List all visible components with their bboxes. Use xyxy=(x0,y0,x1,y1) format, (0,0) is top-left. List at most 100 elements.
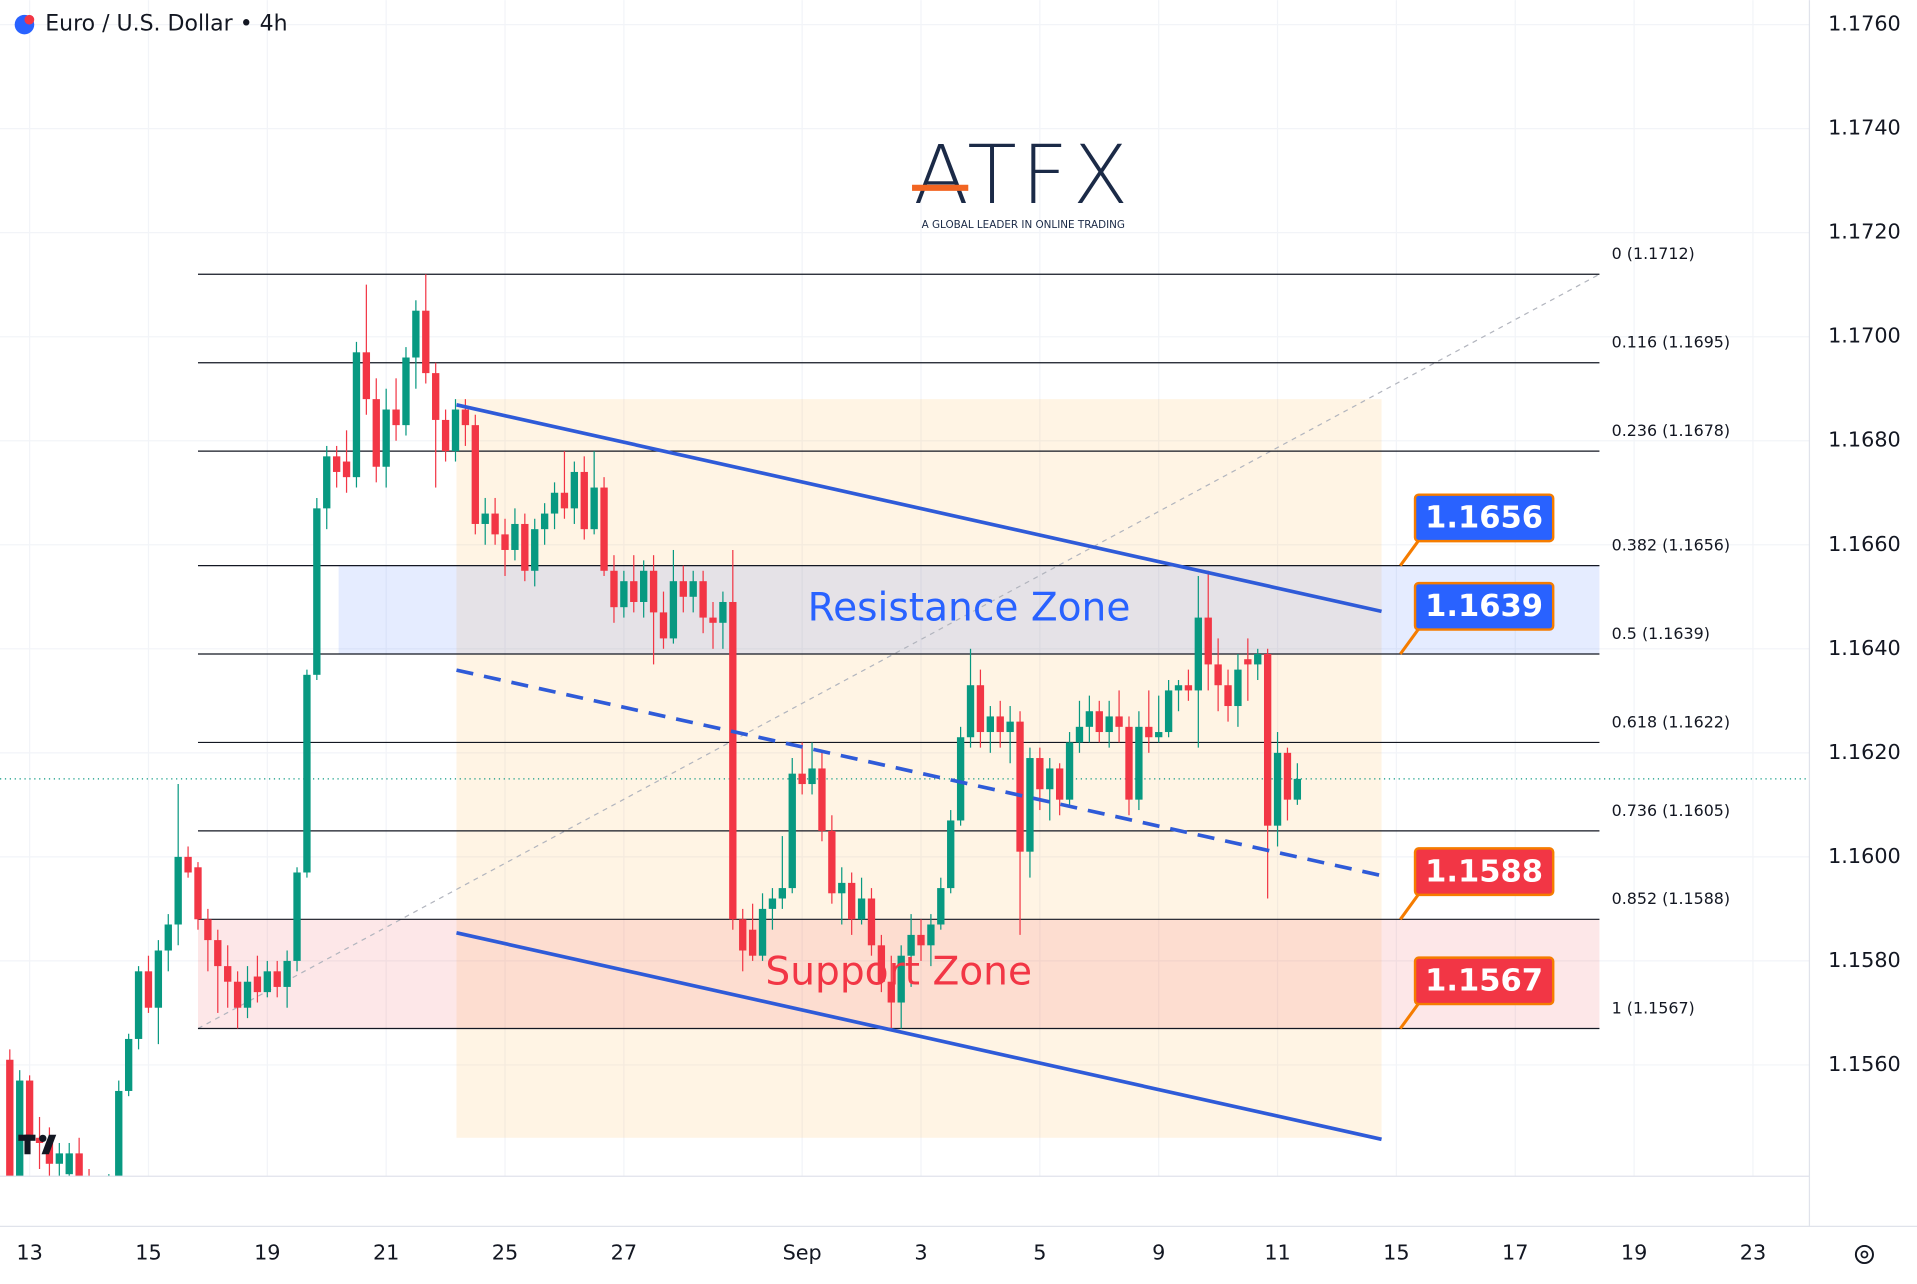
y-tick-label: 1.1640 xyxy=(1828,636,1901,660)
candle-body xyxy=(630,581,638,602)
candle-body xyxy=(471,425,479,524)
candle-body xyxy=(1006,721,1014,733)
settings-gear-center[interactable] xyxy=(1860,1250,1869,1259)
candle-body xyxy=(758,908,767,956)
logo-text: ATFX xyxy=(914,129,1133,223)
chart-title: Euro / U.S. Dollar • 4h xyxy=(45,12,287,37)
candle-body xyxy=(560,492,569,509)
callout-box xyxy=(1413,493,1555,543)
candle-body xyxy=(739,919,747,951)
callout-pointer xyxy=(1399,626,1422,655)
candle-body xyxy=(937,888,945,925)
candle-body xyxy=(540,513,549,530)
candle-body xyxy=(313,508,321,675)
candle-body xyxy=(451,409,460,452)
trend-line xyxy=(456,668,1382,878)
x-tick-label: 3 xyxy=(914,1240,927,1264)
candle-body xyxy=(1244,659,1252,665)
y-tick-label: 1.1580 xyxy=(1828,948,1901,972)
candle-body xyxy=(55,1153,63,1164)
candle-body xyxy=(293,872,301,961)
x-tick-label: 9 xyxy=(1152,1240,1165,1264)
candle-body xyxy=(1026,758,1034,852)
candle-body xyxy=(887,981,895,1003)
candle-body xyxy=(1046,768,1054,790)
candle-body xyxy=(35,1137,44,1143)
fib-trend-line xyxy=(197,273,1600,1030)
candle-body xyxy=(144,971,153,1008)
candle-body xyxy=(659,612,668,639)
candle-body xyxy=(332,456,341,472)
trend-line xyxy=(456,931,1382,1142)
candle-body xyxy=(976,685,985,733)
candle-body xyxy=(768,898,777,909)
candle-body xyxy=(1174,685,1183,691)
candle-body xyxy=(164,924,172,951)
callout-label: 1.1639 xyxy=(1425,589,1543,624)
candle-body xyxy=(65,1153,73,1175)
candle-body xyxy=(986,716,994,733)
candle-body xyxy=(412,310,420,358)
candle-body xyxy=(907,934,915,956)
candle-body xyxy=(947,820,955,889)
candle-body xyxy=(927,924,935,946)
settings-icon[interactable] xyxy=(1854,1244,1874,1265)
candle-body xyxy=(640,570,648,602)
candle-body xyxy=(1224,685,1232,707)
x-tick-label: Sep xyxy=(783,1240,822,1264)
fib-level-label: 0.116 (1.1695) xyxy=(1612,333,1730,352)
candle-body xyxy=(610,570,618,608)
candle-body xyxy=(283,960,291,987)
candle-body xyxy=(134,971,143,1039)
y-tick-label: 1.1600 xyxy=(1828,844,1901,868)
candle-body xyxy=(214,940,222,967)
y-tick-label: 1.1720 xyxy=(1828,220,1901,244)
callout-pointer xyxy=(1399,891,1422,921)
candle-body xyxy=(174,856,182,925)
candle-body xyxy=(1135,726,1143,800)
candle-body xyxy=(1263,654,1272,826)
candle-body xyxy=(402,357,410,426)
candle-body xyxy=(422,310,430,374)
candle-body xyxy=(798,773,806,785)
fib-level-label: 0.236 (1.1678) xyxy=(1612,421,1730,440)
candle-body xyxy=(857,898,866,920)
logo-accent xyxy=(912,184,969,191)
candle-body xyxy=(788,773,796,889)
candle-body xyxy=(1016,721,1024,852)
candle-body xyxy=(184,856,192,873)
fib-level-label: 1 (1.1567) xyxy=(1612,998,1695,1017)
candle-body xyxy=(709,617,717,623)
candle-body xyxy=(372,399,380,467)
tv-logo-part xyxy=(24,1134,31,1155)
candle-body xyxy=(521,523,529,571)
watermark-logo: ATFX A GLOBAL LEADER IN ONLINE TRADING xyxy=(912,129,1133,231)
candle-body xyxy=(1293,778,1302,800)
candle-body xyxy=(441,419,450,452)
candle-body xyxy=(1075,726,1084,743)
candle-body xyxy=(778,888,787,899)
settings-gear[interactable] xyxy=(1854,1244,1874,1265)
zone-label: Resistance Zone xyxy=(808,585,1131,630)
candle-body xyxy=(194,867,202,920)
candle-body xyxy=(1184,685,1193,691)
tv-logo-part xyxy=(41,1134,57,1155)
candle-body xyxy=(204,919,212,941)
fib-level-label: 0.736 (1.1605) xyxy=(1612,801,1730,820)
x-tick-label: 25 xyxy=(492,1240,518,1264)
candle-body xyxy=(996,716,1004,733)
candle-body xyxy=(917,934,925,946)
candle-body xyxy=(481,513,489,524)
candle-body xyxy=(511,523,519,550)
candle-body xyxy=(679,581,687,597)
highlight-area xyxy=(456,399,1382,1138)
candle-body xyxy=(1105,716,1113,733)
candle-body xyxy=(1194,617,1202,691)
callout-label: 1.1567 xyxy=(1425,964,1543,999)
symbol-icon xyxy=(24,14,35,25)
candle-body xyxy=(808,768,816,785)
y-tick-label: 1.1740 xyxy=(1828,116,1901,140)
x-tick-label: 13 xyxy=(16,1240,42,1264)
candle-body xyxy=(531,529,539,571)
